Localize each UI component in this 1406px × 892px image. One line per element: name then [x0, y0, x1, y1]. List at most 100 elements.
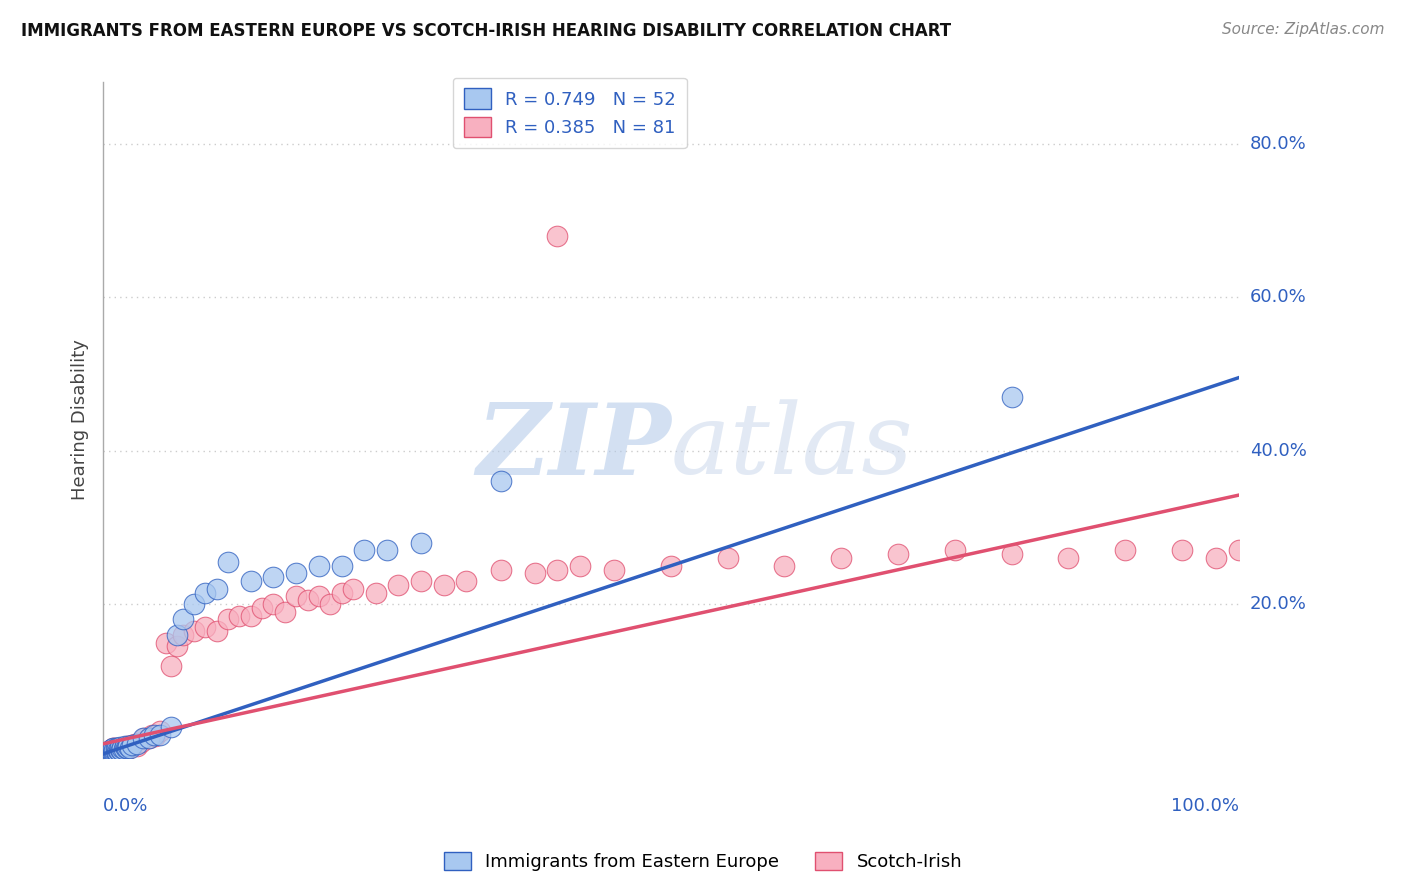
Point	[239, 608, 262, 623]
Point	[96, 747, 118, 761]
Point	[114, 739, 136, 753]
Point	[330, 558, 353, 573]
Point	[166, 628, 188, 642]
Point	[364, 585, 387, 599]
Point	[101, 742, 124, 756]
Point	[124, 737, 146, 751]
Point	[830, 551, 852, 566]
Point	[127, 737, 149, 751]
Point	[183, 624, 205, 638]
Point	[409, 574, 432, 588]
Point	[1205, 551, 1227, 566]
Point	[117, 741, 139, 756]
Point	[98, 743, 121, 757]
Point	[308, 590, 330, 604]
Point	[375, 543, 398, 558]
Point	[103, 743, 125, 757]
Point	[103, 745, 125, 759]
Point	[108, 743, 131, 757]
Point	[155, 635, 177, 649]
Text: atlas: atlas	[671, 400, 914, 494]
Point	[97, 745, 120, 759]
Legend: Immigrants from Eastern Europe, Scotch-Irish: Immigrants from Eastern Europe, Scotch-I…	[436, 845, 970, 879]
Text: 0.0%: 0.0%	[103, 797, 149, 814]
Point	[166, 640, 188, 654]
Point	[107, 744, 129, 758]
Point	[98, 745, 121, 759]
Point	[108, 744, 131, 758]
Point	[1000, 547, 1022, 561]
Point	[132, 731, 155, 746]
Point	[456, 574, 478, 588]
Point	[98, 744, 121, 758]
Point	[138, 731, 160, 746]
Point	[115, 739, 138, 753]
Point	[100, 746, 122, 760]
Point	[103, 741, 125, 756]
Point	[194, 620, 217, 634]
Point	[94, 747, 117, 762]
Point	[120, 741, 142, 756]
Legend: R = 0.749   N = 52, R = 0.385   N = 81: R = 0.749 N = 52, R = 0.385 N = 81	[453, 78, 686, 148]
Point	[103, 740, 125, 755]
Point	[887, 547, 910, 561]
Point	[96, 747, 118, 761]
Point	[112, 742, 135, 756]
Point	[262, 570, 284, 584]
Point	[129, 735, 152, 749]
Point	[104, 745, 127, 759]
Point	[773, 558, 796, 573]
Point	[330, 585, 353, 599]
Point	[110, 744, 132, 758]
Point	[183, 597, 205, 611]
Point	[160, 658, 183, 673]
Point	[217, 555, 239, 569]
Text: 80.0%: 80.0%	[1250, 135, 1306, 153]
Point	[172, 628, 194, 642]
Point	[1114, 543, 1136, 558]
Point	[97, 746, 120, 760]
Point	[101, 746, 124, 760]
Point	[117, 739, 139, 753]
Point	[489, 475, 512, 489]
Text: Source: ZipAtlas.com: Source: ZipAtlas.com	[1222, 22, 1385, 37]
Point	[105, 745, 128, 759]
Point	[115, 741, 138, 756]
Point	[205, 582, 228, 596]
Point	[1171, 543, 1194, 558]
Point	[1057, 551, 1080, 566]
Point	[353, 543, 375, 558]
Point	[717, 551, 740, 566]
Text: 60.0%: 60.0%	[1250, 288, 1306, 306]
Point	[105, 741, 128, 756]
Text: ZIP: ZIP	[475, 399, 671, 495]
Point	[217, 613, 239, 627]
Point	[110, 743, 132, 757]
Point	[1227, 543, 1250, 558]
Point	[603, 563, 626, 577]
Text: IMMIGRANTS FROM EASTERN EUROPE VS SCOTCH-IRISH HEARING DISABILITY CORRELATION CH: IMMIGRANTS FROM EASTERN EUROPE VS SCOTCH…	[21, 22, 952, 40]
Point	[205, 624, 228, 638]
Point	[97, 746, 120, 760]
Y-axis label: Hearing Disability: Hearing Disability	[72, 340, 89, 500]
Point	[342, 582, 364, 596]
Point	[108, 742, 131, 756]
Point	[97, 747, 120, 761]
Point	[489, 563, 512, 577]
Point	[172, 613, 194, 627]
Point	[523, 566, 546, 581]
Point	[98, 746, 121, 760]
Point	[659, 558, 682, 573]
Point	[111, 740, 134, 755]
Point	[145, 729, 167, 743]
Point	[105, 741, 128, 756]
Text: 100.0%: 100.0%	[1171, 797, 1239, 814]
Point	[104, 740, 127, 755]
Point	[115, 743, 138, 757]
Point	[112, 743, 135, 757]
Point	[149, 723, 172, 738]
Point	[143, 728, 166, 742]
Point	[108, 745, 131, 759]
Point	[569, 558, 592, 573]
Point	[100, 744, 122, 758]
